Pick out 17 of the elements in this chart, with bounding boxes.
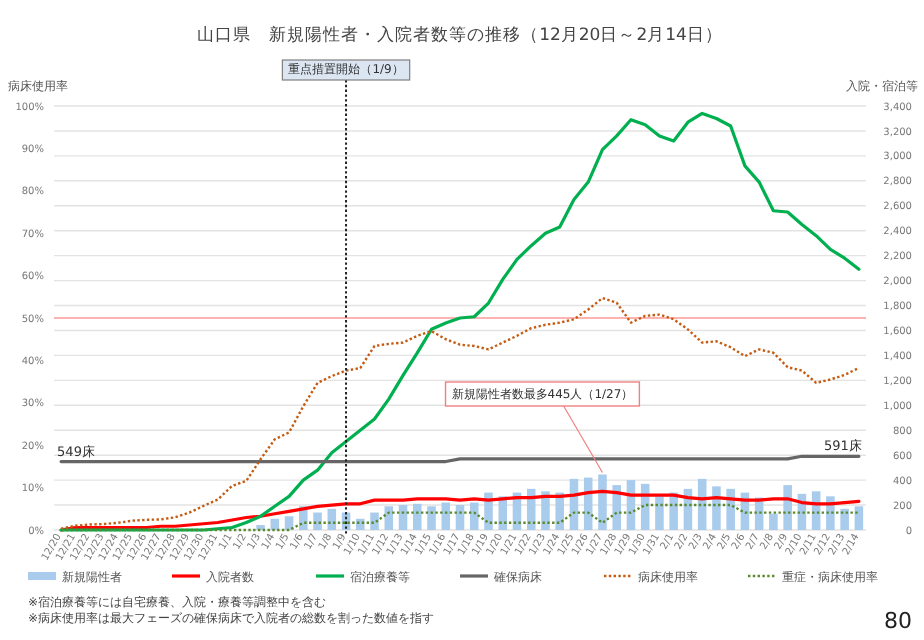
bar: [469, 502, 479, 530]
bar: [313, 512, 322, 530]
bar: [598, 474, 607, 530]
bar: [441, 502, 451, 530]
bar: [370, 512, 379, 530]
bar: [412, 503, 422, 530]
bar: [526, 488, 536, 530]
bar: [284, 516, 294, 530]
bar: [854, 506, 864, 530]
bar: [384, 506, 394, 530]
bar: [655, 496, 664, 530]
bar: [398, 505, 408, 530]
bar: [427, 506, 436, 530]
chart-title: 山口県 新規陽性者・入院者数等の推移（12月20日～2月14日）: [197, 24, 723, 46]
bar: [769, 513, 778, 530]
bar: [840, 508, 849, 530]
text: 80: [884, 608, 912, 634]
